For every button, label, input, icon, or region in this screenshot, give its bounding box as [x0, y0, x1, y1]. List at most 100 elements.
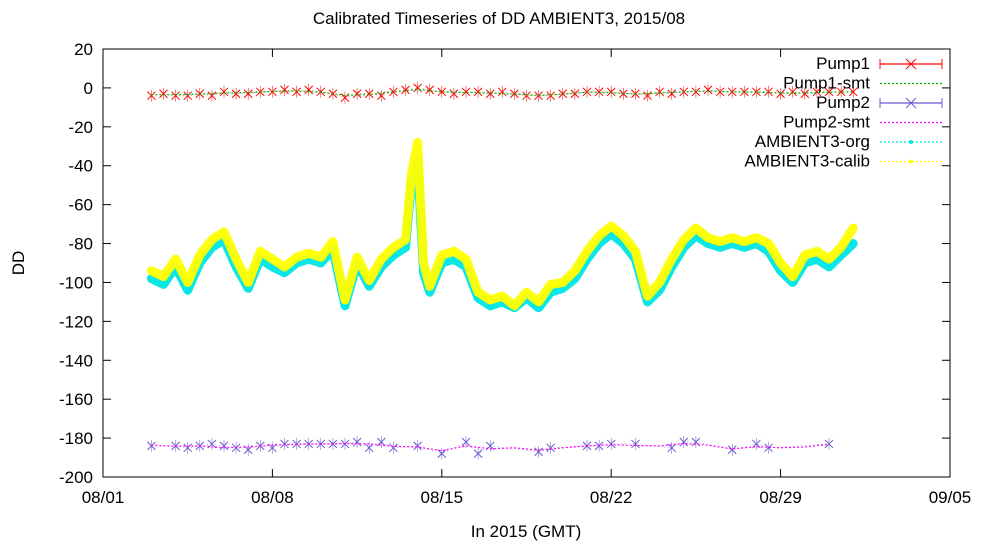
- point-ambient3-calib: [572, 268, 577, 273]
- legend-label-pump1: Pump1: [816, 54, 870, 73]
- y-tick-label: 0: [84, 79, 93, 98]
- point-pump1: [812, 87, 822, 97]
- point-ambient3-calib: [391, 245, 396, 250]
- point-pump1: [364, 89, 374, 99]
- x-tick-label: 08/22: [590, 488, 633, 507]
- point-ambient3-org: [814, 257, 819, 262]
- y-axis-label: DD: [9, 251, 28, 276]
- point-pump1: [219, 87, 229, 97]
- series-line-pump1-smt: [151, 88, 854, 96]
- point-ambient3-calib: [343, 297, 347, 302]
- point-ambient3-calib: [185, 280, 190, 285]
- point-ambient3-org: [246, 286, 251, 291]
- point-pump1: [848, 87, 858, 97]
- point-pump2: [679, 437, 689, 447]
- point-ambient3-calib: [234, 257, 239, 262]
- point-pump1: [413, 83, 422, 93]
- point-ambient3-calib: [802, 253, 807, 258]
- point-ambient3-calib: [814, 249, 819, 254]
- point-ambient3-calib: [778, 261, 783, 265]
- point-pump1: [304, 85, 314, 95]
- point-pump1: [292, 87, 301, 97]
- point-pump1: [546, 91, 556, 101]
- point-ambient3-org: [403, 245, 408, 250]
- point-pump2: [824, 439, 834, 449]
- point-pump2: [413, 441, 422, 451]
- point-pump2: [473, 449, 483, 459]
- point-ambient3-calib: [209, 237, 214, 242]
- point-ambient3-org: [790, 280, 795, 285]
- point-ambient3-calib: [464, 257, 468, 262]
- y-tick-label: -180: [59, 429, 93, 448]
- point-ambient3-org: [451, 257, 456, 262]
- point-ambient3-calib: [173, 257, 178, 262]
- point-pump2: [219, 441, 229, 451]
- legend-marker-pump1: [905, 58, 917, 70]
- point-ambient3-calib: [681, 237, 686, 242]
- point-ambient3-calib: [161, 274, 166, 279]
- y-tick-label: -40: [68, 157, 93, 176]
- point-ambient3-calib: [197, 253, 202, 258]
- point-ambient3-calib: [355, 255, 360, 260]
- point-ambient3-calib: [318, 255, 323, 260]
- point-ambient3-calib: [645, 294, 650, 299]
- legend-label-pump1-smt: Pump1-smt: [783, 74, 870, 93]
- point-ambient3-calib: [706, 235, 710, 240]
- point-pump2: [243, 445, 253, 455]
- point-ambient3-calib: [536, 299, 541, 304]
- point-ambient3-calib: [609, 224, 614, 229]
- point-pump2: [364, 443, 374, 453]
- point-ambient3-org: [427, 290, 432, 295]
- point-pump1: [643, 91, 652, 101]
- point-ambient3-calib: [851, 225, 856, 230]
- point-ambient3-org: [609, 231, 614, 236]
- point-pump1: [183, 91, 193, 101]
- point-ambient3-org: [536, 305, 541, 310]
- point-ambient3-calib: [621, 233, 626, 238]
- point-ambient3-calib: [258, 249, 263, 254]
- point-pump1: [776, 89, 785, 99]
- point-ambient3-calib: [633, 249, 638, 254]
- plot-area: 200-20-40-60-80-100-120-140-160-180-2000…: [59, 40, 971, 507]
- y-tick-label: -120: [59, 312, 93, 331]
- point-pump1: [352, 89, 362, 99]
- legend: Pump1Pump1-smtPump2Pump2-smtAMBIENT3-org…: [744, 54, 943, 171]
- point-ambient3-calib: [409, 171, 414, 176]
- point-ambient3-calib: [294, 255, 299, 260]
- point-pump2: [376, 437, 386, 447]
- point-ambient3-calib: [439, 253, 444, 258]
- y-tick-label: 20: [74, 40, 93, 59]
- series-line-pump2-smt: [151, 442, 830, 452]
- point-ambient3-calib: [403, 237, 408, 242]
- point-pump2: [389, 443, 398, 453]
- point-ambient3-org: [270, 264, 275, 269]
- point-pump2: [546, 443, 556, 453]
- point-ambient3-calib: [718, 239, 723, 244]
- point-pump2: [437, 449, 447, 459]
- point-pump2: [606, 439, 616, 449]
- legend-label-ambient3-org: AMBIENT3-org: [755, 132, 870, 151]
- point-ambient3-calib: [693, 225, 698, 230]
- point-ambient3-calib: [222, 229, 226, 234]
- point-pump1: [243, 89, 253, 99]
- plot-frame: [102, 48, 951, 478]
- point-pump2: [764, 443, 773, 453]
- point-pump1: [824, 87, 834, 97]
- point-pump1: [207, 91, 217, 101]
- point-ambient3-org: [318, 261, 323, 265]
- point-ambient3-calib: [512, 303, 517, 308]
- point-ambient3-calib: [270, 257, 275, 262]
- x-tick-label: 08/15: [421, 488, 464, 507]
- point-ambient3-calib: [839, 245, 844, 250]
- point-ambient3-calib: [427, 284, 432, 289]
- point-ambient3-calib: [379, 257, 384, 262]
- legend-marker-ambient3-org: [909, 140, 913, 144]
- y-tick-label: -160: [59, 390, 93, 409]
- point-ambient3-calib: [306, 251, 311, 256]
- point-ambient3-org: [827, 264, 831, 269]
- legend-label-pump2-smt: Pump2-smt: [783, 113, 870, 132]
- x-tick-label: 08/08: [251, 488, 294, 507]
- point-ambient3-org: [282, 270, 287, 275]
- point-pump1: [389, 87, 398, 97]
